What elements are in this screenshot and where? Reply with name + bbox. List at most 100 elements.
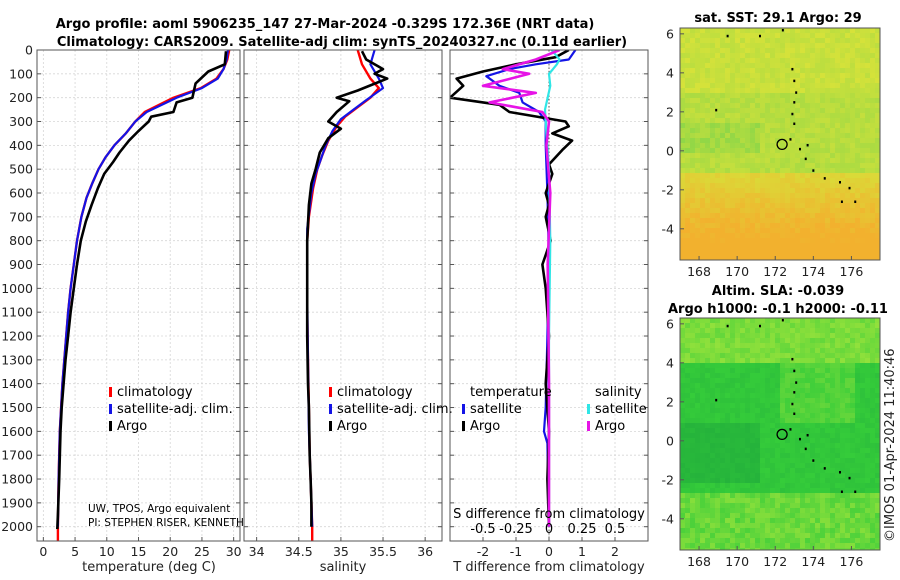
heatmap-cell <box>865 193 871 199</box>
heatmap-cell <box>695 183 701 189</box>
heatmap-cell <box>780 523 786 529</box>
heatmap-cell <box>855 423 861 429</box>
heatmap-cell <box>735 528 741 534</box>
heatmap-cell <box>805 483 811 489</box>
heatmap-cell <box>835 28 841 34</box>
heatmap-cell <box>725 498 731 504</box>
heatmap-cell <box>750 478 756 484</box>
heatmap-cell <box>745 243 751 249</box>
heatmap-cell <box>815 373 821 379</box>
heatmap-cell <box>835 168 841 174</box>
heatmap-cell <box>685 228 691 234</box>
heatmap-cell <box>770 178 776 184</box>
heatmap-cell <box>830 538 836 544</box>
heatmap-cell <box>710 88 716 94</box>
heatmap-cell <box>680 463 686 469</box>
heatmap-cell <box>735 463 741 469</box>
heatmap-cell <box>735 543 741 549</box>
heatmap-cell <box>770 483 776 489</box>
heatmap-cell <box>865 243 871 249</box>
heatmap-cell <box>730 533 736 539</box>
heatmap-cell <box>870 58 876 64</box>
heatmap-cell <box>705 473 711 479</box>
heatmap-cell <box>710 328 716 334</box>
heatmap-cell <box>810 188 816 194</box>
heatmap-cell <box>805 463 811 469</box>
heatmap-cell <box>850 53 856 59</box>
heatmap-cell <box>790 183 796 189</box>
heatmap-cell <box>825 328 831 334</box>
heatmap-cell <box>735 203 741 209</box>
heatmap-cell <box>775 368 781 374</box>
heatmap-cell <box>835 138 841 144</box>
heatmap-cell <box>875 428 880 434</box>
heatmap-cell <box>860 408 866 414</box>
heatmap-cell <box>830 353 836 359</box>
heatmap-cell <box>830 28 836 34</box>
heatmap-cell <box>695 323 701 329</box>
heatmap-cell <box>795 528 801 534</box>
heatmap-cell <box>875 68 880 74</box>
heatmap-cell <box>770 143 776 149</box>
heatmap-cell <box>820 223 826 229</box>
heatmap-cell <box>755 358 761 364</box>
heatmap-cell <box>810 508 816 514</box>
heatmap-cell <box>760 423 766 429</box>
heatmap-cell <box>830 438 836 444</box>
heatmap-cell <box>680 548 686 550</box>
heatmap-cell <box>760 318 766 324</box>
heatmap-cell <box>695 343 701 349</box>
heatmap-cell <box>700 458 706 464</box>
heatmap-cell <box>685 198 691 204</box>
x-tick-label: 15 <box>131 544 147 559</box>
heatmap-cell <box>695 148 701 154</box>
heatmap-cell <box>685 383 691 389</box>
heatmap-cell <box>870 248 876 254</box>
heatmap-cell <box>745 403 751 409</box>
heatmap-cell <box>690 423 696 429</box>
heatmap-cell <box>725 238 731 244</box>
heatmap-cell <box>680 138 686 144</box>
heatmap-cell <box>860 518 866 524</box>
heatmap-cell <box>805 243 811 249</box>
heatmap-cell <box>735 103 741 109</box>
heatmap-cell <box>705 198 711 204</box>
heatmap-cell <box>700 163 706 169</box>
heatmap-cell <box>805 83 811 89</box>
heatmap-cell <box>810 448 816 454</box>
heatmap-cell <box>760 363 766 369</box>
heatmap-cell <box>850 168 856 174</box>
heatmap-cell <box>805 108 811 114</box>
heatmap-cell <box>840 368 846 374</box>
heatmap-cell <box>680 418 686 424</box>
heatmap-cell <box>750 253 756 259</box>
heatmap-cell <box>715 518 721 524</box>
heatmap-cell <box>850 438 856 444</box>
heatmap-cell <box>740 218 746 224</box>
heatmap-cell <box>825 413 831 419</box>
heatmap-cell <box>870 538 876 544</box>
heatmap-cell <box>780 388 786 394</box>
heatmap-cell <box>840 363 846 369</box>
heatmap-cell <box>810 423 816 429</box>
heatmap-cell <box>695 413 701 419</box>
heatmap-cell <box>845 103 851 109</box>
depth-tick-label: 1900 <box>1 495 33 510</box>
heatmap-cell <box>710 408 716 414</box>
heatmap-cell <box>730 158 736 164</box>
heatmap-cell <box>840 193 846 199</box>
heatmap-cell <box>735 363 741 369</box>
heatmap-cell <box>740 73 746 79</box>
heatmap-cell <box>755 493 761 499</box>
heatmap-cell <box>710 503 716 509</box>
heatmap-cell <box>720 413 726 419</box>
heatmap-cell <box>780 383 786 389</box>
heatmap-cell <box>770 113 776 119</box>
heatmap-cell <box>690 338 696 344</box>
heatmap-cell <box>845 78 851 84</box>
heatmap-cell <box>785 348 791 354</box>
heatmap-cell <box>780 258 786 260</box>
heatmap-cell <box>740 208 746 214</box>
heatmap-cell <box>720 453 726 459</box>
heatmap-cell <box>850 128 856 134</box>
